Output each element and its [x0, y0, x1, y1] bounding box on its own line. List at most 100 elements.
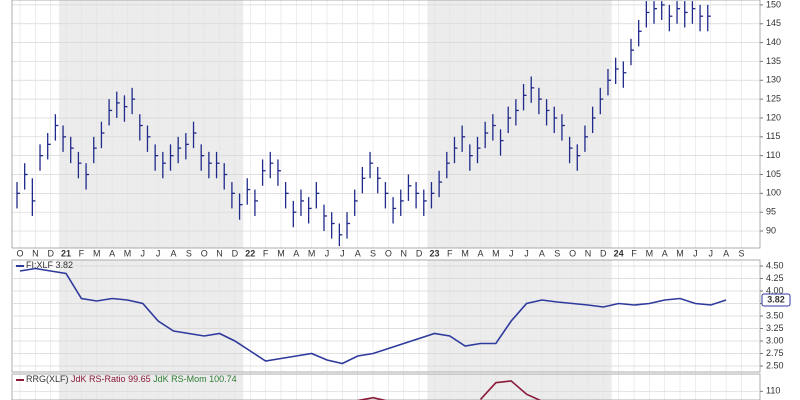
price-bar	[561, 114, 565, 141]
price-bar	[346, 212, 351, 239]
price-bar	[307, 197, 312, 224]
ratio-line	[19, 267, 727, 365]
price-bar	[377, 166, 381, 194]
x-tick-label: M	[308, 248, 316, 258]
y-tick-label: 100	[766, 188, 781, 198]
price-bar	[146, 125, 151, 152]
last-value-label: 3.82	[767, 294, 785, 304]
price-bar	[85, 163, 90, 190]
price-bar	[492, 114, 496, 141]
price-bar	[469, 144, 473, 171]
price-bar	[369, 151, 374, 179]
price-bar	[24, 163, 28, 190]
x-tick-label: M	[646, 248, 654, 258]
price-bar	[507, 106, 512, 134]
price-bar	[661, 1, 665, 20]
panel-border	[11, 0, 761, 249]
y-tick-label: 145	[766, 18, 781, 28]
legend-name: JdK RS-Ratio	[71, 374, 126, 384]
price-bar	[553, 106, 558, 134]
price-bar	[476, 136, 481, 164]
price-bar	[576, 144, 581, 171]
price-bar	[438, 170, 443, 198]
panel-border	[11, 373, 761, 400]
x-tick-label: O	[385, 248, 392, 258]
y-tick-label: 95	[766, 207, 776, 217]
x-tick-label: N	[216, 248, 223, 258]
price-bar	[93, 136, 97, 164]
x-tick-label: M	[461, 248, 469, 258]
price-bar	[323, 204, 327, 232]
y-tick-label: 4.50	[766, 260, 784, 270]
price-bar	[584, 125, 588, 152]
x-tick-label: M	[492, 248, 500, 258]
price-bar	[568, 136, 573, 164]
x-tick-label: A	[539, 248, 545, 258]
y-tick-label: 2.50	[766, 360, 784, 370]
year-shade	[427, 374, 612, 400]
price-bar	[31, 178, 36, 216]
price-bar	[400, 189, 404, 216]
x-tick-label: 21	[61, 248, 71, 258]
price-bar	[415, 182, 420, 209]
price-bar	[515, 99, 519, 126]
x-tick-label: A	[662, 248, 668, 258]
price-bar	[484, 121, 489, 149]
price-bar	[284, 182, 289, 209]
x-tick-label: 22	[245, 248, 255, 258]
x-tick-label: A	[355, 248, 361, 258]
price-bar	[338, 223, 343, 247]
price-bar	[277, 159, 281, 186]
price-bar	[461, 125, 466, 152]
y-tick-label: 140	[766, 37, 781, 47]
price-bar	[384, 182, 389, 209]
price-bar	[62, 125, 67, 152]
price-bar	[139, 114, 143, 141]
price-bar	[16, 182, 20, 209]
price-bar	[131, 87, 136, 115]
last-value-box	[761, 293, 791, 307]
x-tick-label: N	[32, 248, 39, 258]
price-bar	[200, 144, 205, 171]
price-bar	[645, 1, 650, 28]
price-bar	[54, 114, 59, 141]
x-tick-label: D	[416, 248, 423, 258]
price-bar	[108, 99, 113, 126]
price-bar	[231, 182, 235, 209]
price-bar	[100, 121, 105, 149]
x-tick-label: O	[201, 248, 208, 258]
price-bar	[407, 174, 412, 201]
x-tick-label: M	[93, 248, 101, 258]
x-tick-label: S	[554, 248, 560, 258]
x-tick-label: D	[47, 248, 54, 258]
x-tick-label: N	[585, 248, 592, 258]
x-tick-label: F	[79, 248, 85, 258]
price-bar	[169, 144, 174, 171]
price-bar	[499, 129, 504, 156]
y-tick-label: 110	[766, 150, 780, 160]
x-tick-label: A	[170, 248, 176, 258]
year-shade	[59, 374, 244, 400]
y-tick-label: 115	[766, 131, 780, 141]
y-tick-label: 4.25	[766, 273, 784, 283]
price-bar	[208, 151, 212, 179]
price-bar	[123, 95, 128, 122]
x-tick-label: J	[156, 248, 161, 258]
x-tick-label: J	[340, 248, 345, 258]
price-bar	[622, 61, 627, 88]
x-tick-label: J	[709, 248, 714, 258]
x-tick-label: M	[676, 248, 684, 258]
price-bar	[39, 144, 44, 171]
y-tick-label: 4.00	[766, 285, 784, 295]
price-bar	[354, 189, 358, 216]
price-bar	[599, 87, 604, 115]
x-tick-label: O	[16, 248, 23, 258]
x-tick-label: S	[186, 248, 192, 258]
x-tick-label: F	[263, 248, 269, 258]
price-bar	[47, 133, 51, 160]
x-tick-label: M	[124, 248, 132, 258]
x-tick-label: A	[477, 248, 483, 258]
price-bar	[538, 87, 542, 115]
x-tick-label: F	[447, 248, 453, 258]
